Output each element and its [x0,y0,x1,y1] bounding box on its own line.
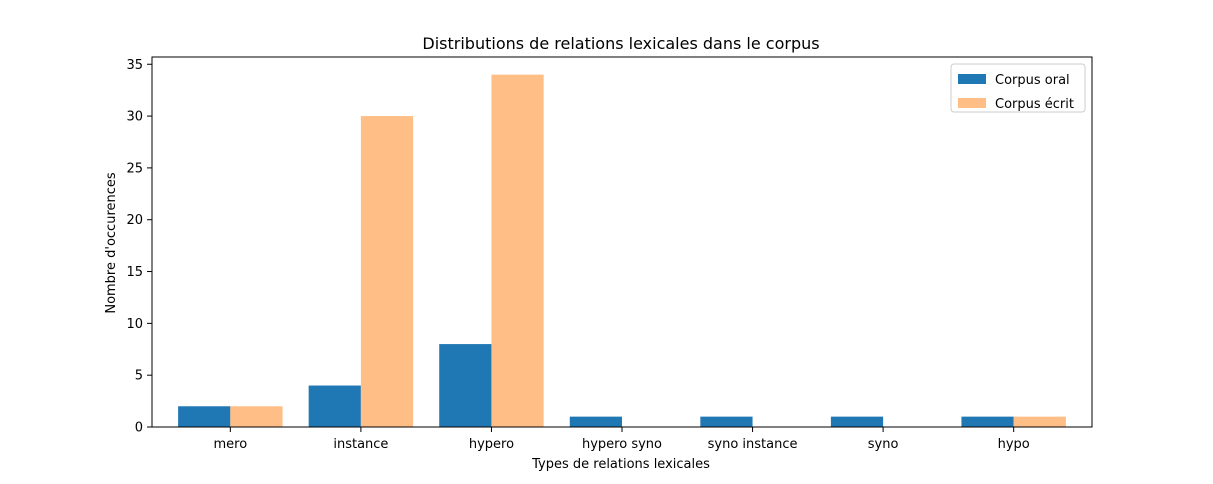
legend-label: Corpus écrit [995,97,1074,112]
bar-oral-instance [308,385,361,427]
x-tick-label: instance [333,437,388,452]
bar-oral-hypo [961,416,1014,427]
bar-ecrit-mero [230,406,283,427]
y-tick-label: 15 [126,265,143,280]
legend-swatch [958,98,986,108]
chart-title: Distributions de relations lexicales dan… [422,34,819,53]
bar-oral-syno-instance [700,416,753,427]
x-axis-title: Types de relations lexicales [531,457,710,472]
bar-ecrit-hypero [491,74,544,427]
y-tick-label: 0 [135,421,143,436]
legend-swatch [958,74,986,84]
legend: Corpus oral Corpus écrit [950,63,1086,113]
y-tick-label: 20 [126,213,143,228]
legend-label: Corpus oral [995,73,1070,88]
bar-ecrit-hypo [1013,416,1066,427]
y-tick-label: 10 [126,317,143,332]
axes-layer: 0 5 10 15 20 25 30 35 mero instance hypero hypero s… [126,56,1093,452]
y-axis-title: Nombre d'occurences [104,172,119,314]
x-tick-label: hypero [469,437,514,452]
x-tick-label: syno [868,437,899,452]
x-tick-label: mero [213,437,247,452]
y-tick-label: 30 [126,110,143,125]
plot-frame [151,56,1093,428]
y-tick-label: 25 [126,161,143,176]
x-tick-label: hypo [998,437,1030,452]
bar-oral-mero [178,406,231,427]
bars-layer [178,74,1066,428]
x-tick-label: hypero syno [582,437,662,452]
x-tick-label: syno instance [708,437,798,452]
y-tick-label: 35 [126,58,143,73]
bar-oral-hypero-syno [569,416,622,427]
bar-ecrit-instance [360,116,414,428]
bar-oral-syno [830,416,884,427]
bar-oral-hypero [439,344,492,427]
y-tick-label: 5 [135,369,143,384]
